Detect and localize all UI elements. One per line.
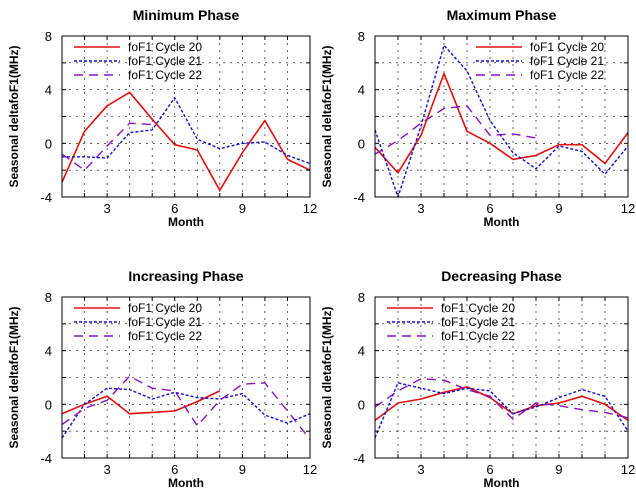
y-tick-label: -4 (353, 451, 365, 466)
chart-panel-1: 3 6 9 12 -4 0 4 8 Minimum Phase Month Seasonal del… (7, 7, 317, 229)
legend-label: foF1 Cycle 22 (128, 329, 202, 343)
panel-title: Minimum Phase (133, 7, 240, 23)
x-tick-label: 12 (303, 201, 317, 216)
x-tick-label: 12 (621, 462, 635, 477)
x-tick-label: 3 (103, 462, 110, 477)
series-line-cycle-21 (62, 96, 311, 165)
series-line-cycle-20 (61, 91, 311, 192)
legend-label: foF1 Cycle 22 (128, 68, 202, 82)
chart-panel-3: 3 6 9 12 -4 0 4 8 Increasing Phase Month Seasonal … (7, 268, 317, 490)
x-axis-label: Month (168, 476, 204, 490)
y-tick-label: 8 (358, 290, 365, 305)
series-line-cycle-20 (374, 386, 629, 422)
series-line-cycle-21 (61, 387, 311, 439)
y-tick-label: -4 (40, 451, 52, 466)
series-line-cycle-22 (374, 105, 537, 155)
legend-label: foF1 Cycle 21 (128, 54, 202, 68)
legend-label: foF1 Cycle 20 (128, 40, 202, 54)
x-tick-label: 6 (486, 462, 493, 477)
chart-panel-2: 3 6 9 12 -4 0 4 8 Maximum Phase Month Seasonal del… (320, 7, 635, 229)
x-tick-label: 6 (171, 462, 178, 477)
panel-title: Increasing Phase (128, 268, 243, 284)
series-line-cycle-20 (374, 72, 629, 174)
x-tick-label: 9 (239, 462, 246, 477)
y-axis-label: Seasonal deltafoF1(MHz) (320, 45, 334, 187)
legend-label: foF1 Cycle 22 (441, 329, 515, 343)
y-tick-label: 0 (358, 136, 365, 151)
series-line-cycle-21 (374, 44, 629, 198)
legend-label: foF1 Cycle 20 (441, 301, 515, 315)
y-tick-label: 0 (45, 397, 52, 412)
y-tick-label: 4 (358, 344, 365, 359)
panel-title: Decreasing Phase (441, 268, 562, 284)
x-axis-label: Month (168, 215, 204, 229)
x-tick-label: 6 (171, 201, 178, 216)
x-tick-label: 9 (555, 201, 562, 216)
legend-label: foF1 Cycle 21 (128, 315, 202, 329)
y-tick-label: 0 (358, 397, 365, 412)
x-tick-label: 3 (417, 462, 424, 477)
y-axis-label: Seasonal deltafoF1(MHz) (7, 306, 21, 448)
legend-label: foF1 Cycle 20 (128, 301, 202, 315)
x-tick-label: 9 (555, 462, 562, 477)
legend-label: foF1 Cycle 20 (530, 40, 604, 54)
x-axis-label: Month (484, 476, 520, 490)
x-tick-label: 9 (239, 201, 246, 216)
y-tick-label: 0 (45, 136, 52, 151)
series-line-cycle-20 (61, 390, 221, 415)
y-tick-label: 8 (45, 29, 52, 44)
y-tick-label: 8 (45, 290, 52, 305)
panel-title: Maximum Phase (447, 7, 557, 23)
x-axis-label: Month (484, 215, 520, 229)
series-line-cycle-22 (374, 378, 629, 420)
x-tick-label: 3 (103, 201, 110, 216)
legend-label: foF1 Cycle 22 (530, 68, 604, 82)
series-line-cycle-22 (61, 122, 153, 171)
y-tick-label: -4 (40, 190, 52, 205)
y-axis-label: Seasonal deltafoF1(MHz) (7, 45, 21, 187)
y-tick-label: 4 (45, 344, 52, 359)
x-tick-label: 12 (303, 462, 317, 477)
legend-label: foF1 Cycle 21 (441, 315, 515, 329)
x-tick-label: 6 (486, 201, 493, 216)
y-axis-label: Seasonal dletafoF1(MHz) (320, 306, 334, 448)
y-tick-label: -4 (353, 190, 365, 205)
legend-label: foF1 Cycle 21 (530, 54, 604, 68)
x-tick-label: 12 (621, 201, 635, 216)
x-tick-label: 3 (417, 201, 424, 216)
y-tick-label: 8 (358, 29, 365, 44)
chart-panel-4: 3 6 9 12 -4 0 4 8 Decreasing Phase Month Seasonal … (320, 268, 635, 490)
y-tick-label: 4 (358, 83, 365, 98)
y-tick-label: 4 (45, 83, 52, 98)
series-line-cycle-22 (61, 375, 311, 440)
